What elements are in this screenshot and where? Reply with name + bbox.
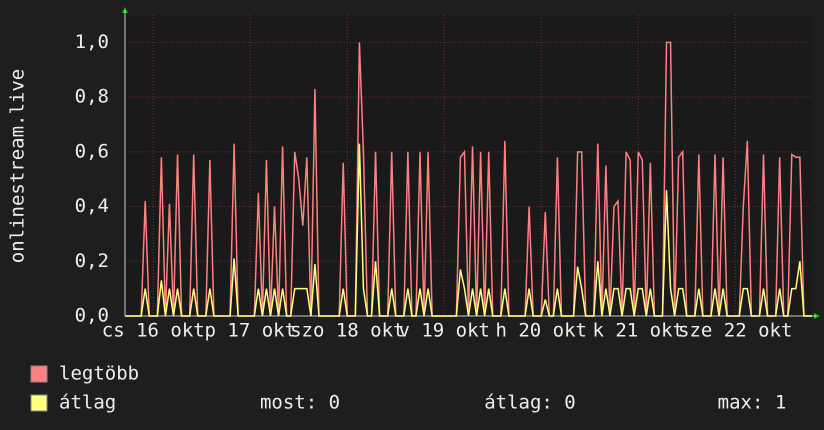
x-tick-label: p 17 okt: [205, 320, 297, 342]
x-tick-label: sze 22 okt: [678, 320, 792, 342]
x-tick-label: k 21 okt: [592, 320, 684, 342]
legend-label: legtöbb: [59, 363, 139, 385]
x-tick-label: v 19 okt: [398, 320, 490, 342]
x-tick-label: szo 18 okt: [290, 320, 404, 342]
series-line: [125, 143, 812, 317]
y-tick-label: 0,8: [75, 86, 109, 108]
legend-stat: most: 0: [260, 392, 340, 414]
y-tick-label: 0,4: [75, 195, 109, 217]
legend-stat: átlag: 0: [484, 392, 576, 414]
legend-label: átlag: [59, 392, 116, 414]
axis-arrow: [814, 313, 820, 319]
plot-area: [125, 15, 812, 316]
y-tick-label: 1,0: [75, 31, 109, 53]
legend-swatch: [30, 394, 48, 412]
y-axis-label: onlinestream.live: [7, 69, 29, 263]
y-tick-label: 0,0: [75, 305, 109, 327]
y-tick-label: 0,2: [75, 250, 109, 272]
x-tick-label: cs 16 okt: [102, 320, 205, 342]
legend-swatch: [30, 365, 48, 383]
legend-stat: max: 1: [718, 392, 787, 414]
x-tick-label: h 20 okt: [495, 320, 587, 342]
y-tick-label: 0,6: [75, 140, 109, 162]
